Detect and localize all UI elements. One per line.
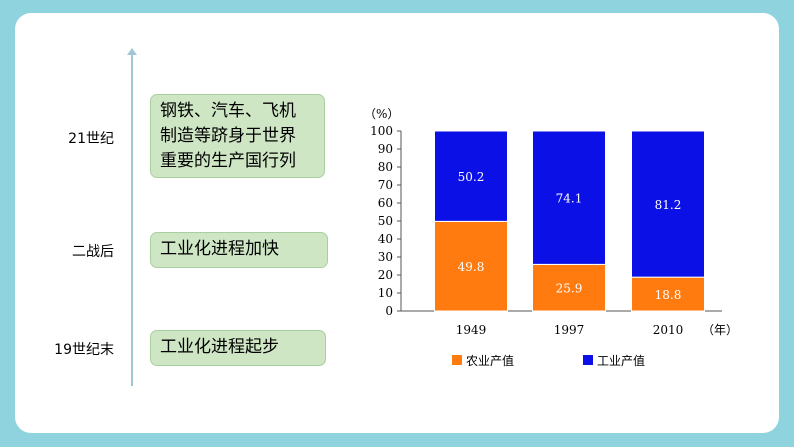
timeline-axis bbox=[131, 50, 133, 386]
bar-agriculture-1997 bbox=[532, 263, 606, 312]
value-label-industry-1997: 74.1 bbox=[556, 192, 583, 206]
y-tick-label: 0 bbox=[385, 304, 393, 318]
value-label-industry-2010: 81.2 bbox=[655, 198, 682, 212]
legend-label-industry: 工业产值 bbox=[597, 353, 645, 368]
y-tick-label: 70 bbox=[378, 178, 393, 192]
timeline-era-post-ww2: 二战后 bbox=[72, 244, 114, 260]
x-tick-label-2010: 2010 bbox=[653, 323, 684, 337]
bar-industry-2010 bbox=[631, 130, 705, 278]
y-tick-label: 60 bbox=[378, 196, 393, 210]
y-tick-label: 20 bbox=[378, 268, 393, 282]
y-tick-label: 50 bbox=[378, 214, 393, 228]
x-tick-label-1949: 1949 bbox=[456, 323, 487, 337]
timeline-arrow-icon bbox=[127, 48, 137, 55]
x-axis-label: （年） bbox=[702, 323, 738, 337]
y-tick-label: 100 bbox=[370, 124, 393, 138]
timeline-era-21st-century: 21世纪 bbox=[68, 131, 114, 147]
y-tick-label: 10 bbox=[378, 286, 393, 300]
value-label-industry-1949: 50.2 bbox=[458, 170, 485, 184]
timeline-event-21st-century: 钢铁、汽车、飞机 制造等跻身于世界 重要的生产国行列 bbox=[150, 94, 325, 178]
timeline-event-late-19th-century: 工业化进程起步 bbox=[150, 330, 326, 366]
value-label-agriculture-1997: 25.9 bbox=[556, 282, 583, 296]
timeline-era-late-19th-century: 19世纪末 bbox=[54, 342, 114, 358]
y-axis-label: （%） bbox=[364, 107, 399, 121]
x-tick-label-1997: 1997 bbox=[554, 323, 585, 337]
bar-industry-1949 bbox=[434, 130, 508, 222]
value-label-agriculture-1949: 49.8 bbox=[458, 260, 485, 274]
y-tick-label: 30 bbox=[378, 250, 393, 264]
bar-industry-1997 bbox=[532, 130, 606, 265]
y-tick-label: 40 bbox=[378, 232, 393, 246]
value-label-agriculture-2010: 18.8 bbox=[655, 288, 682, 302]
legend-swatch-industry bbox=[583, 355, 593, 365]
legend-label-agriculture: 农业产值 bbox=[466, 353, 514, 368]
timeline-event-post-ww2: 工业化进程加快 bbox=[150, 232, 328, 268]
legend-swatch-agriculture bbox=[452, 355, 462, 365]
y-tick-label: 90 bbox=[378, 142, 393, 156]
y-tick-label: 80 bbox=[378, 160, 393, 174]
